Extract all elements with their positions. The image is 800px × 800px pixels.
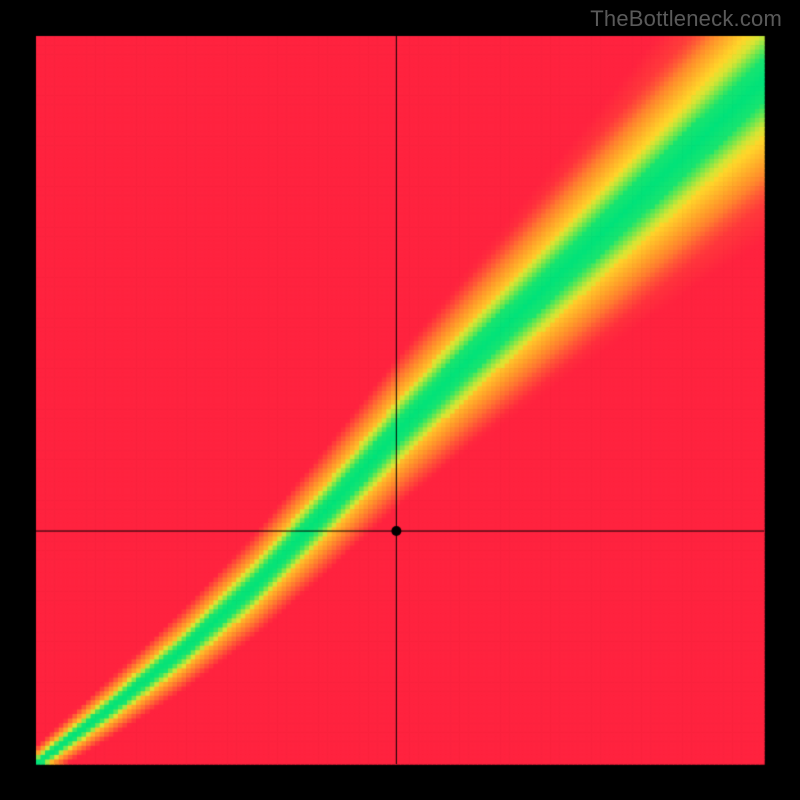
chart-container: TheBottleneck.com <box>0 0 800 800</box>
bottleneck-heatmap <box>0 0 800 800</box>
watermark-text: TheBottleneck.com <box>590 6 782 32</box>
